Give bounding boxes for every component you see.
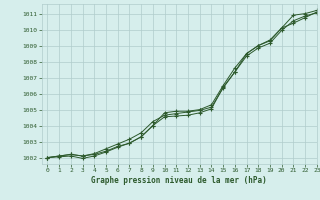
X-axis label: Graphe pression niveau de la mer (hPa): Graphe pression niveau de la mer (hPa): [91, 176, 267, 185]
